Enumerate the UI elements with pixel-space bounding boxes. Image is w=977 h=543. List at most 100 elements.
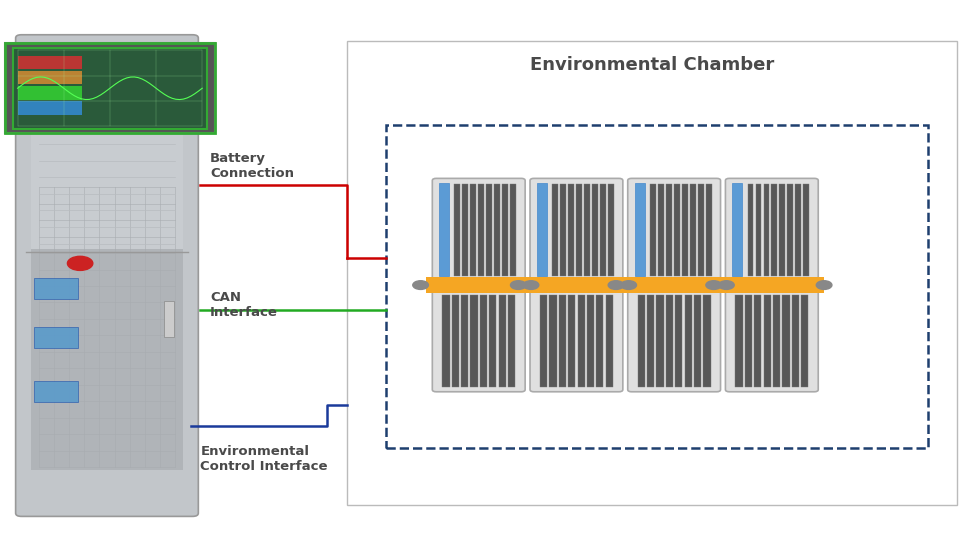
Bar	[621, 277, 726, 293]
Bar	[164, 301, 174, 337]
FancyBboxPatch shape	[530, 179, 622, 392]
Bar	[560, 184, 566, 276]
Bar	[596, 294, 604, 388]
Bar	[34, 381, 78, 402]
Text: CAN
Interface: CAN Interface	[210, 291, 277, 319]
Bar	[744, 294, 752, 388]
Bar	[549, 294, 557, 388]
Bar	[568, 184, 573, 276]
FancyBboxPatch shape	[16, 35, 198, 516]
Bar	[576, 184, 582, 276]
Bar	[31, 185, 183, 470]
Circle shape	[608, 281, 623, 289]
Bar	[764, 294, 771, 388]
Bar	[658, 184, 663, 276]
Bar	[31, 68, 183, 249]
Bar	[439, 183, 449, 276]
Bar	[502, 184, 508, 276]
Bar	[665, 184, 671, 276]
Bar	[690, 184, 696, 276]
Bar	[803, 184, 809, 276]
Bar	[577, 294, 584, 388]
Bar	[489, 294, 496, 388]
Circle shape	[412, 281, 428, 289]
Bar	[705, 184, 711, 276]
Bar	[443, 294, 449, 388]
Bar	[18, 56, 82, 70]
Bar	[454, 184, 460, 276]
Bar	[719, 277, 824, 293]
Circle shape	[705, 281, 722, 289]
Bar	[675, 294, 682, 388]
Bar	[559, 294, 566, 388]
Bar	[5, 43, 215, 133]
Bar	[787, 184, 793, 276]
Bar	[685, 294, 692, 388]
Bar	[34, 327, 78, 348]
Bar	[795, 184, 801, 276]
Bar	[470, 184, 476, 276]
Text: Battery
Connection: Battery Connection	[210, 152, 294, 180]
Bar	[772, 184, 778, 276]
Bar	[780, 184, 786, 276]
Bar	[461, 294, 468, 388]
Circle shape	[523, 281, 539, 289]
Bar	[606, 294, 613, 388]
Bar	[647, 294, 655, 388]
Bar	[773, 294, 780, 388]
Circle shape	[718, 281, 735, 289]
Bar	[584, 184, 590, 276]
Bar	[5, 43, 215, 133]
Bar	[638, 294, 645, 388]
Bar	[754, 294, 761, 388]
Bar	[587, 294, 594, 388]
Bar	[801, 294, 808, 388]
Bar	[569, 294, 575, 388]
Bar	[650, 184, 656, 276]
Bar	[18, 86, 82, 99]
Bar	[18, 71, 82, 85]
Bar	[763, 184, 769, 276]
Circle shape	[816, 281, 831, 289]
Bar	[462, 184, 468, 276]
Bar	[592, 184, 598, 276]
Bar	[426, 277, 531, 293]
Bar	[34, 278, 78, 299]
Bar	[608, 184, 614, 276]
Bar	[600, 184, 606, 276]
Bar	[510, 184, 516, 276]
Bar	[694, 294, 701, 388]
Text: Environmental Chamber: Environmental Chamber	[530, 56, 774, 74]
Bar	[494, 184, 500, 276]
Bar	[480, 294, 487, 388]
Bar	[498, 294, 506, 388]
Bar	[665, 294, 673, 388]
Bar	[733, 183, 743, 276]
Bar	[698, 184, 703, 276]
Bar	[508, 294, 515, 388]
Bar	[635, 183, 645, 276]
FancyBboxPatch shape	[725, 179, 819, 392]
Circle shape	[67, 256, 93, 270]
FancyBboxPatch shape	[627, 179, 720, 392]
Bar	[747, 184, 753, 276]
Bar	[537, 183, 547, 276]
Bar	[540, 294, 547, 388]
Bar	[674, 184, 680, 276]
Bar	[703, 294, 710, 388]
Bar	[18, 101, 82, 115]
Bar	[783, 294, 789, 388]
Circle shape	[510, 281, 526, 289]
Bar	[524, 277, 629, 293]
Bar	[451, 294, 459, 388]
Bar	[13, 48, 207, 129]
Circle shape	[621, 281, 637, 289]
Bar	[791, 294, 799, 388]
FancyBboxPatch shape	[432, 179, 526, 392]
Bar	[657, 294, 663, 388]
Bar	[487, 184, 492, 276]
Bar	[552, 184, 558, 276]
Bar	[470, 294, 478, 388]
Bar	[347, 41, 957, 505]
Text: Environmental
Control Interface: Environmental Control Interface	[200, 445, 328, 473]
